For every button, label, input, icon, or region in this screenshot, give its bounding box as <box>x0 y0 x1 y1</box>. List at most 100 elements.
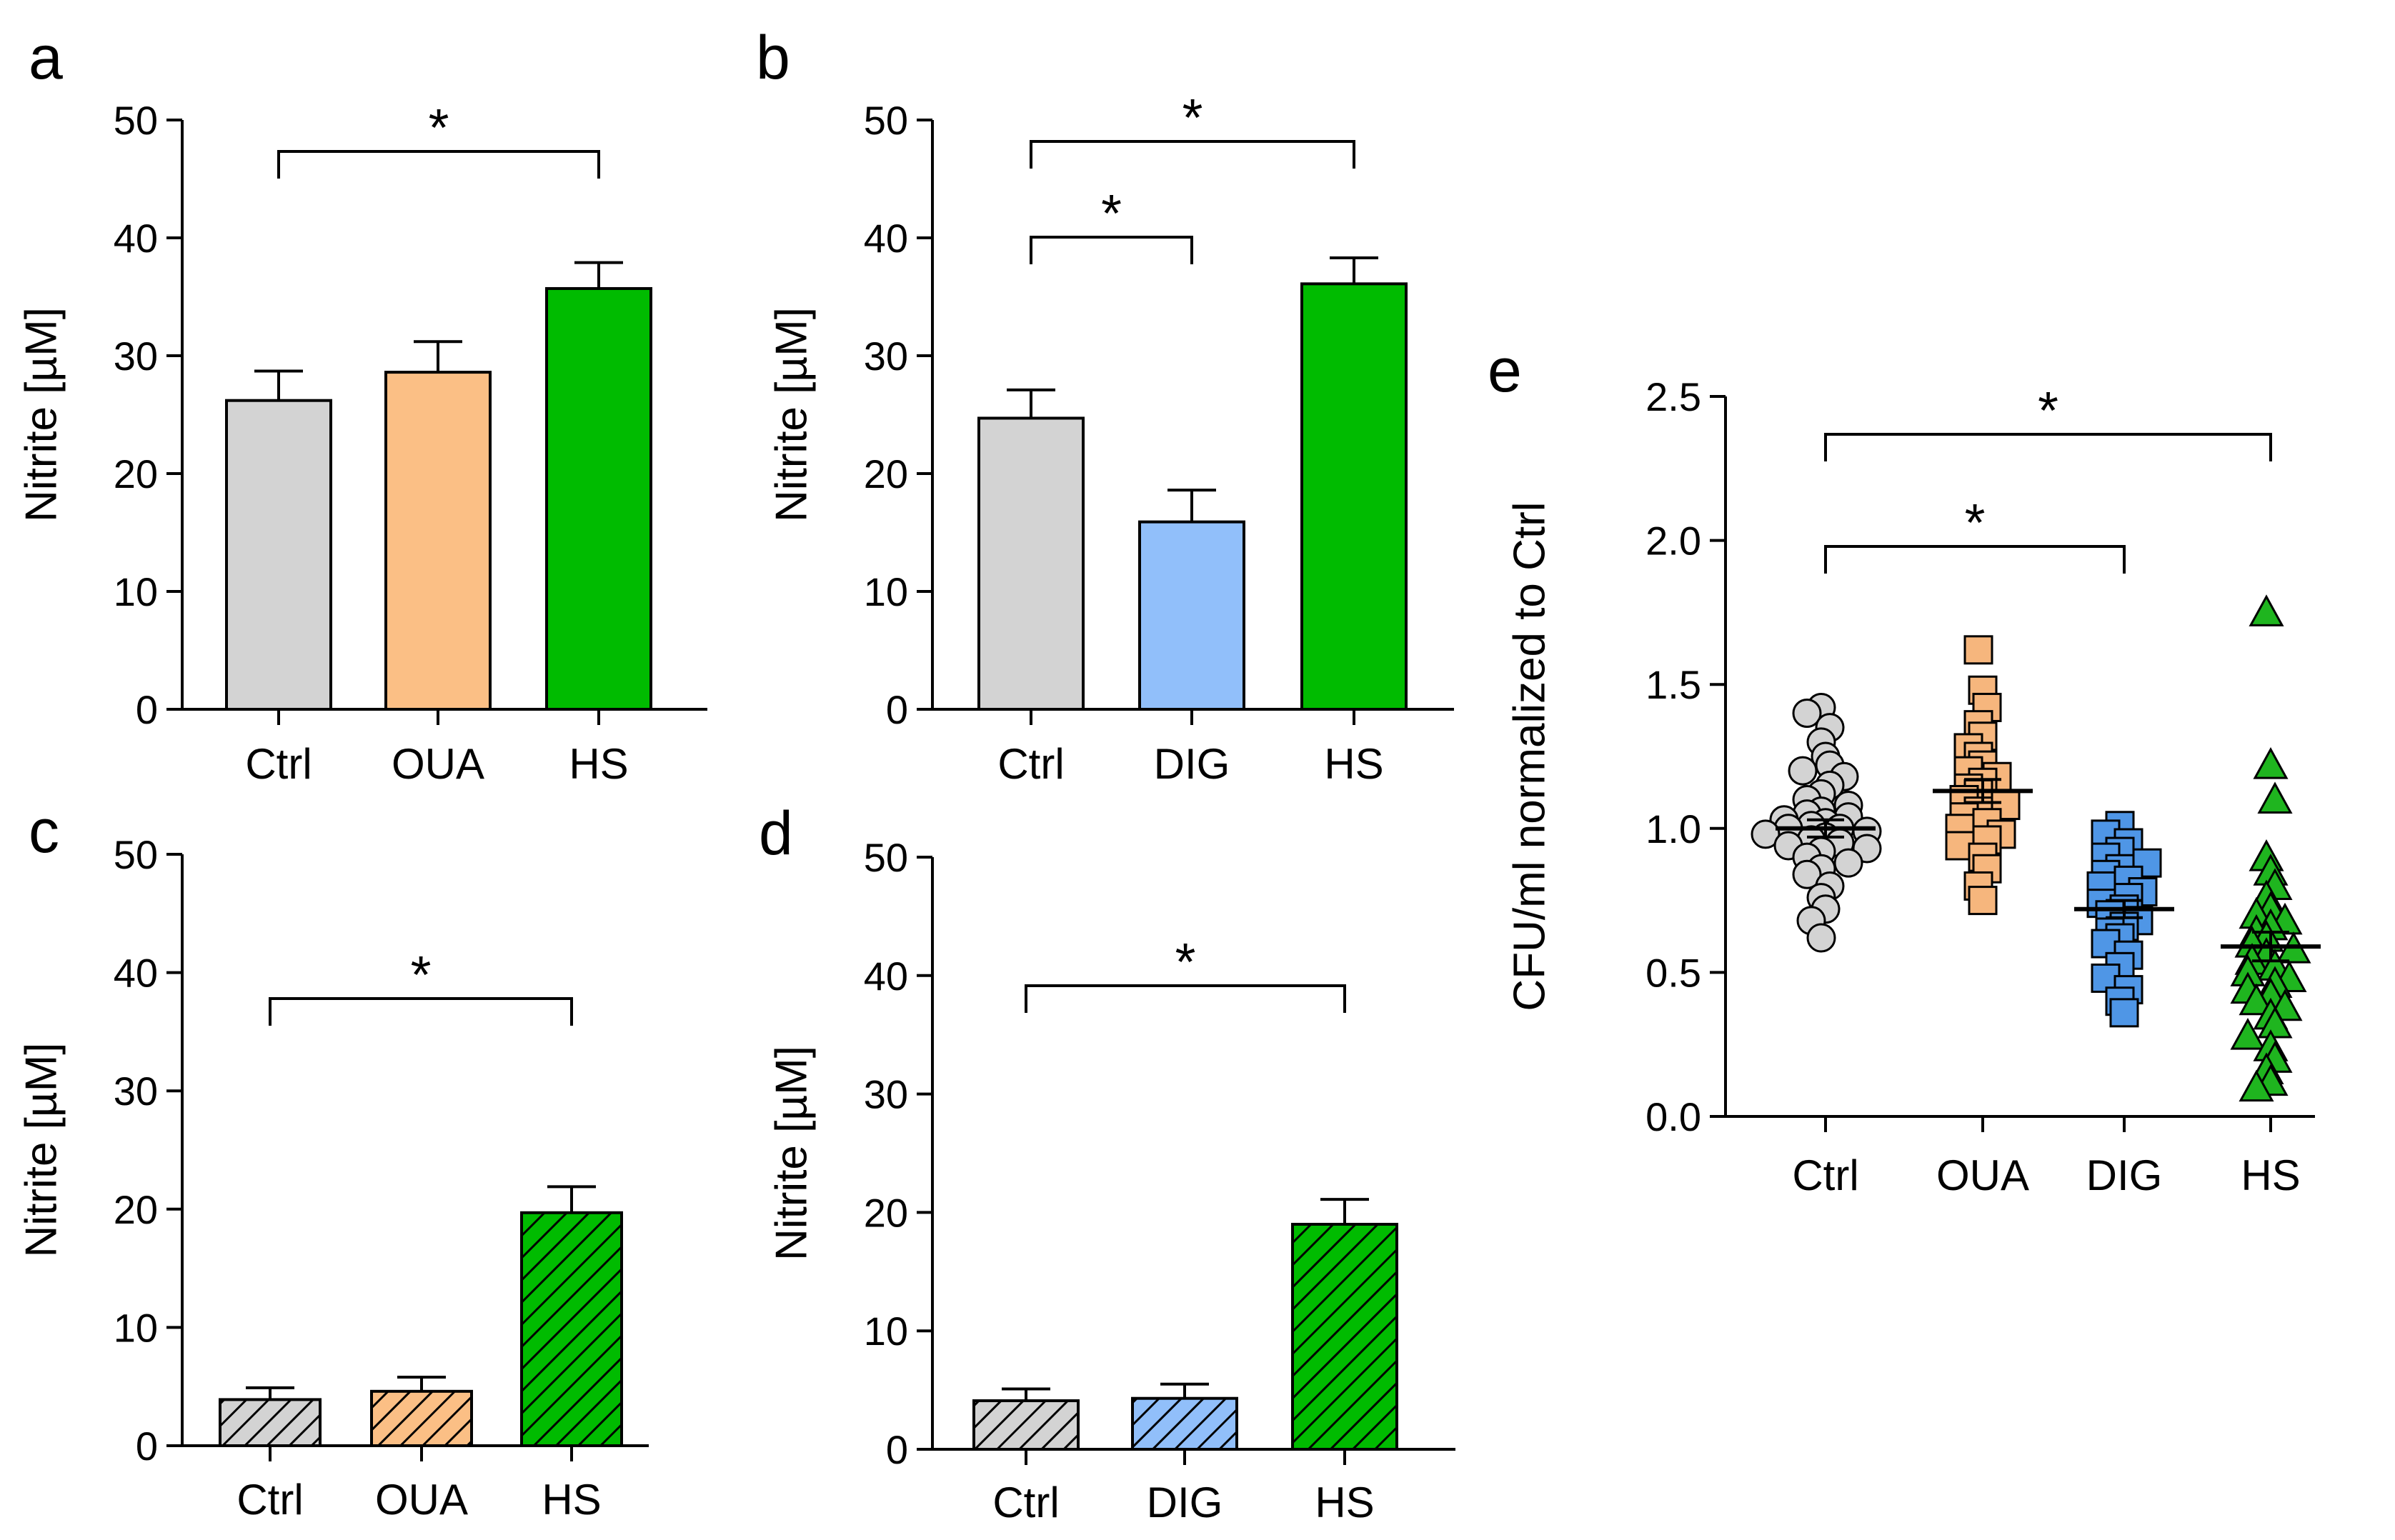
x-tick-label-e-0: Ctrl <box>1792 1151 1858 1199</box>
y-tick-label-a-0: 0 <box>136 687 158 732</box>
point-ctrl-21 <box>1751 819 1781 849</box>
sem-bar-dig <box>2106 899 2143 919</box>
x-tick-label-a-0: Ctrl <box>245 740 312 788</box>
y-tick-label-d-3: 30 <box>864 1072 908 1117</box>
error-bar-b-2 <box>1330 256 1378 284</box>
x-tick-label-d-0: Ctrl <box>992 1479 1059 1526</box>
y-tick-label-c-1: 10 <box>114 1305 158 1350</box>
error-bar-d-2 <box>1320 1198 1369 1224</box>
bar-d-ctrl <box>972 1399 1080 1451</box>
panel-label-e: e <box>1488 336 1522 405</box>
point-hs-0 <box>2249 594 2284 626</box>
error-bar-c-1 <box>397 1375 446 1391</box>
point-hs-27 <box>2230 1017 2266 1050</box>
error-bar-b-0 <box>1007 388 1055 419</box>
bar-a-hs <box>545 286 652 711</box>
y-tick-label-c-3: 30 <box>114 1069 158 1114</box>
y-tick-label-a-4: 40 <box>114 216 158 261</box>
x-tick-label-e-2: DIG <box>2086 1151 2163 1199</box>
y-axis-label-d: Nitrite [µM] <box>767 1046 816 1261</box>
x-tick-label-b-1: DIG <box>1154 740 1230 788</box>
panel-b: 0 10 20 30 40 50 Ctrl DIG HS Nitrite [µM] b * * <box>756 24 1454 788</box>
y-tick-label-b-0: 0 <box>886 687 908 732</box>
x-tick-label-b-0: Ctrl <box>997 740 1064 788</box>
y-tick-label-c-5: 50 <box>114 832 158 877</box>
y-tick-label-d-1: 10 <box>864 1309 908 1354</box>
x-tick-label-a-2: HS <box>569 740 628 788</box>
panel-a: 0 10 20 30 40 50 Ctrl OUA HS Nitrite [µM] a * <box>16 24 707 788</box>
sem-bar-ctrl <box>1807 818 1844 839</box>
y-tick-label-b-3: 30 <box>864 334 908 379</box>
panel-d: 0 10 20 30 40 50 Ctrl DIG HS Nitrite [µM] d * <box>759 799 1455 1526</box>
significance-star-c-0: * <box>411 945 432 1004</box>
point-hs-32 <box>2239 1069 2274 1102</box>
panel-label-d: d <box>759 799 793 868</box>
y-axis-label-e: CFU/ml normalized to Ctrl <box>1505 501 1554 1011</box>
y-axis-label-b: Nitrite [µM] <box>767 307 816 522</box>
y-tick-label-e-4: 2.0 <box>1645 519 1701 564</box>
bar-b-ctrl <box>977 416 1085 711</box>
point-ctrl-29 <box>1833 848 1863 878</box>
y-axis-label-a: Nitrite [µM] <box>16 307 66 522</box>
significance-bracket-d-0 <box>1025 984 1346 1013</box>
sem-bar-hs <box>2252 930 2289 963</box>
significance-star-a-0: * <box>429 98 449 157</box>
significance-star-b-1: * <box>1182 88 1203 147</box>
significance-bracket-b-0 <box>1030 236 1193 264</box>
error-bar-c-0 <box>246 1386 294 1400</box>
panel-c: 0 10 20 30 40 50 Ctrl OUA HS Nitrite [µM] c * <box>16 797 649 1524</box>
sem-bar-oua <box>1964 778 2001 804</box>
x-tick-label-c-2: HS <box>542 1476 601 1524</box>
panel-label-b: b <box>756 24 790 92</box>
error-bar-b-1 <box>1167 489 1216 522</box>
error-bar-a-2 <box>574 261 623 289</box>
error-bar-a-0 <box>254 369 303 401</box>
significance-star-d-0: * <box>1175 932 1196 991</box>
bar-d-dig <box>1131 1396 1238 1451</box>
bar-a-oua <box>384 371 492 711</box>
point-ctrl-6 <box>1788 756 1818 786</box>
bar-d-hs <box>1291 1222 1398 1451</box>
bar-c-ctrl <box>219 1398 322 1448</box>
y-tick-label-e-1: 0.5 <box>1645 950 1701 995</box>
x-tick-label-c-0: Ctrl <box>236 1476 303 1524</box>
point-hs-26 <box>2257 1006 2293 1039</box>
significance-bracket-b-1 <box>1030 140 1355 169</box>
y-tick-label-d-4: 40 <box>864 954 908 999</box>
y-tick-label-b-4: 40 <box>864 216 908 261</box>
panel-label-c: c <box>29 797 59 866</box>
y-tick-label-b-2: 20 <box>864 451 908 496</box>
bar-b-hs <box>1300 282 1408 711</box>
y-tick-label-b-1: 10 <box>864 569 908 614</box>
point-hs-2 <box>2257 781 2293 814</box>
bar-a-ctrl <box>225 399 332 711</box>
x-tick-label-a-1: OUA <box>392 740 484 788</box>
y-tick-label-a-2: 20 <box>114 451 158 496</box>
panel-label-a: a <box>29 24 63 92</box>
point-ctrl-1 <box>1792 699 1822 729</box>
y-tick-label-a-3: 30 <box>114 334 158 379</box>
point-ctrl-31 <box>1792 859 1822 889</box>
x-tick-label-c-1: OUA <box>375 1476 468 1524</box>
significance-star-b-0: * <box>1101 184 1122 243</box>
panel-e: 0.0 0.5 1.0 1.5 2.0 2.5 Ctrl OUA DIG HS CFU/ml nor… <box>1488 336 2321 1199</box>
x-tick-label-d-1: DIG <box>1147 1479 1223 1526</box>
y-tick-label-e-3: 1.5 <box>1645 662 1701 707</box>
x-tick-label-b-2: HS <box>1324 740 1383 788</box>
significance-bracket-e-0 <box>1824 545 2126 574</box>
y-tick-label-c-0: 0 <box>136 1424 158 1469</box>
error-bar-c-2 <box>547 1185 596 1213</box>
y-tick-label-d-2: 20 <box>864 1190 908 1235</box>
error-bar-d-1 <box>1160 1382 1209 1399</box>
significance-bracket-e-1 <box>1824 433 2272 461</box>
y-tick-label-a-5: 50 <box>114 98 158 143</box>
bar-c-oua <box>370 1389 473 1447</box>
y-tick-label-a-1: 10 <box>114 569 158 614</box>
bar-c-hs <box>520 1211 623 1447</box>
point-oua-0 <box>1963 635 1993 665</box>
significance-star-e-1: * <box>2038 381 2058 440</box>
y-tick-label-b-5: 50 <box>864 98 908 143</box>
y-tick-label-c-2: 20 <box>114 1187 158 1232</box>
y-tick-label-d-5: 50 <box>864 835 908 880</box>
